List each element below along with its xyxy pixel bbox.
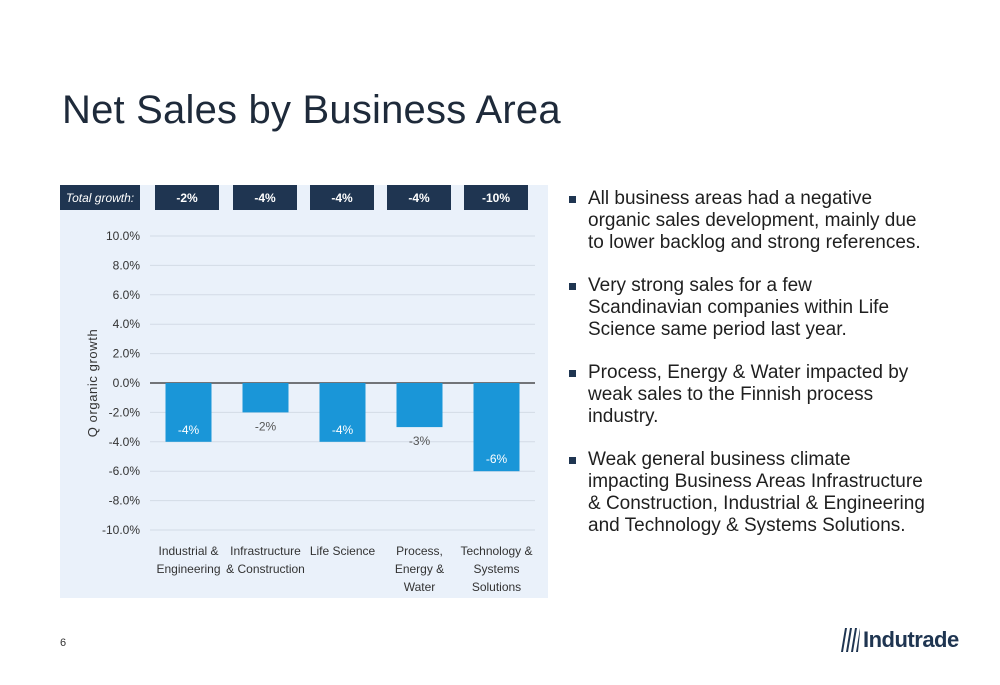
y-tick-label: 0.0% [113, 376, 141, 390]
bullet-square-icon [569, 283, 576, 290]
chart-panel [60, 185, 548, 598]
total-growth-technology: -10% [464, 185, 528, 210]
bar [473, 383, 520, 472]
total-growth-process: -4% [387, 185, 451, 210]
x-tick-label: Water [404, 580, 436, 594]
x-tick-label: Technology & [460, 544, 532, 558]
x-tick-label: Industrial & [158, 544, 218, 558]
total-growth-infrastructure: -4% [233, 185, 297, 210]
x-tick-label: Process, [396, 544, 443, 558]
x-tick-label: Systems [473, 562, 519, 576]
bullet-item: Very strong sales for a few Scandinavian… [566, 275, 926, 341]
logo-text: Indutrade [863, 627, 959, 652]
indutrade-mark-icon [841, 628, 860, 652]
y-tick-label: 6.0% [113, 288, 141, 302]
y-tick-label: 2.0% [113, 347, 141, 361]
data-label: -4% [178, 423, 200, 437]
slide-title: Net Sales by Business Area [62, 88, 561, 132]
total-growth-label: Total growth: [60, 185, 140, 210]
y-tick-label: -8.0% [109, 494, 141, 508]
data-label: -4% [332, 423, 354, 437]
data-label: -3% [409, 434, 431, 448]
bullet-item: All business areas had a negative organi… [566, 188, 926, 254]
bullet-item: Process, Energy & Water impacted by weak… [566, 362, 926, 428]
y-tick-label: -10.0% [102, 523, 140, 537]
x-tick-label: Infrastructure [230, 544, 301, 558]
x-tick-label: Engineering [156, 562, 220, 576]
bullet-item: Weak general business climate impacting … [566, 449, 926, 537]
x-tick-label: Energy & [395, 562, 444, 576]
indutrade-logo: Indutrade [840, 626, 959, 654]
y-tick-label: 8.0% [113, 258, 141, 272]
page-number: 6 [60, 637, 67, 649]
x-tick-label: Solutions [472, 580, 521, 594]
bar [396, 383, 443, 428]
bullet-square-icon [569, 196, 576, 203]
data-label: -6% [486, 452, 508, 466]
x-tick-label: & Construction [226, 562, 305, 576]
bullet-square-icon [569, 457, 576, 464]
y-tick-label: 10.0% [106, 229, 140, 243]
bar [319, 383, 366, 442]
bullet-square-icon [569, 370, 576, 377]
data-label: -2% [255, 419, 277, 433]
y-tick-label: -6.0% [109, 464, 141, 478]
bar [165, 383, 212, 442]
total-growth-industrial: -2% [155, 185, 219, 210]
bullet-list: All business areas had a negative organi… [566, 188, 926, 558]
total-growth-life-science: -4% [310, 185, 374, 210]
y-tick-label: -2.0% [109, 405, 141, 419]
y-tick-label: 4.0% [113, 317, 141, 331]
bar [242, 383, 289, 413]
y-axis-label: Q organic growth [85, 329, 100, 438]
y-tick-label: -4.0% [109, 435, 141, 449]
x-tick-label: Life Science [310, 544, 376, 558]
